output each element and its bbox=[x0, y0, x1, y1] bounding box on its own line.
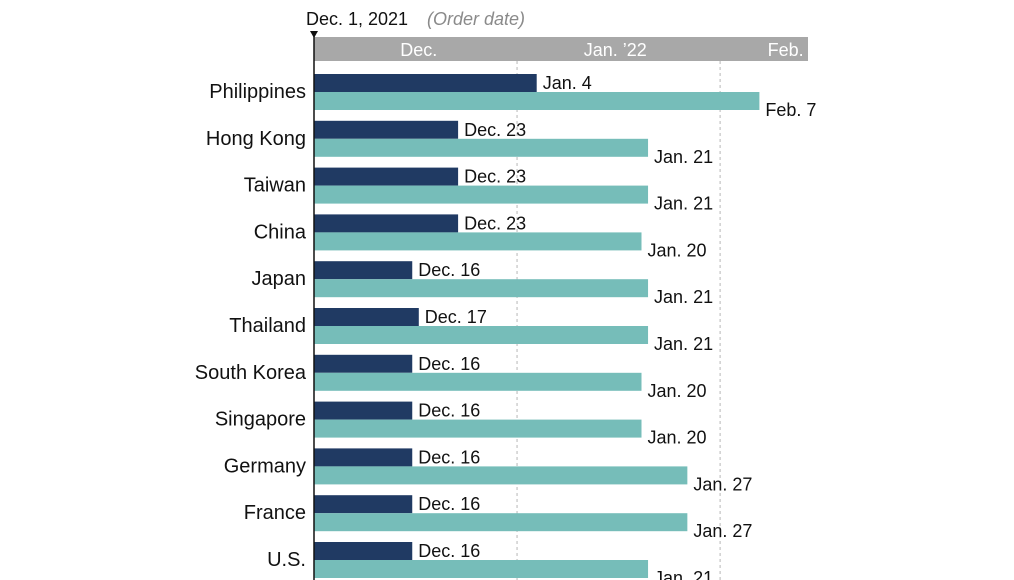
second-date-label: Jan. 20 bbox=[648, 381, 707, 401]
country-row: South Korea Dec. 16 Jan. 20 bbox=[195, 354, 707, 401]
first-date-label: Dec. 16 bbox=[418, 260, 480, 280]
origin-marker: Dec. 1, 2021 (Order date) bbox=[306, 9, 525, 38]
second-date-bar bbox=[314, 138, 649, 157]
month-label: Dec. bbox=[400, 40, 437, 60]
country-label: Singapore bbox=[215, 409, 306, 431]
country-label: South Korea bbox=[195, 362, 307, 384]
second-date-label: Feb. 7 bbox=[765, 100, 816, 120]
first-date-bar bbox=[314, 261, 413, 280]
country-label: France bbox=[244, 502, 306, 524]
country-row: Philippines Jan. 4 Feb. 7 bbox=[209, 73, 816, 120]
second-date-label: Jan. 27 bbox=[693, 521, 752, 541]
first-date-label: Jan. 4 bbox=[543, 73, 592, 93]
month-label: Feb. bbox=[768, 40, 804, 60]
second-date-label: Jan. 21 bbox=[654, 334, 713, 354]
country-row: Thailand Dec. 17 Jan. 21 bbox=[229, 307, 713, 354]
country-label: Philippines bbox=[209, 81, 306, 103]
second-date-bar bbox=[314, 372, 642, 391]
first-date-label: Dec. 16 bbox=[418, 354, 480, 374]
first-date-label: Dec. 16 bbox=[418, 541, 480, 561]
country-row: Singapore Dec. 16 Jan. 20 bbox=[215, 401, 707, 448]
second-date-label: Jan. 27 bbox=[693, 474, 752, 494]
second-date-bar bbox=[314, 185, 649, 204]
first-date-bar bbox=[314, 495, 413, 514]
country-row: France Dec. 16 Jan. 27 bbox=[244, 494, 753, 541]
country-label: Taiwan bbox=[244, 175, 306, 197]
first-date-bar bbox=[314, 214, 459, 233]
bars: Philippines Jan. 4 Feb. 7 Hong Kong Dec. 23 J… bbox=[195, 73, 817, 580]
first-date-bar bbox=[314, 448, 413, 467]
origin-note-label: (Order date) bbox=[427, 9, 525, 29]
second-date-bar bbox=[314, 326, 649, 344]
second-date-bar bbox=[314, 419, 642, 438]
first-date-bar bbox=[314, 542, 413, 560]
second-date-label: Jan. 21 bbox=[654, 287, 713, 307]
first-date-label: Dec. 16 bbox=[418, 494, 480, 514]
country-row: U.S. Dec. 16 Jan. 21 bbox=[267, 541, 713, 580]
second-date-label: Jan. 21 bbox=[654, 147, 713, 167]
country-row: Taiwan Dec. 23 Jan. 21 bbox=[244, 167, 713, 214]
first-date-bar bbox=[314, 308, 419, 326]
second-date-bar bbox=[314, 466, 688, 485]
second-date-bar bbox=[314, 560, 649, 578]
month-axis-header bbox=[314, 37, 808, 61]
month-label: Jan. ’22 bbox=[584, 40, 647, 60]
second-date-bar bbox=[314, 92, 760, 110]
first-date-bar bbox=[314, 354, 413, 373]
first-date-bar bbox=[314, 167, 459, 186]
first-date-bar bbox=[314, 401, 413, 420]
first-date-label: Dec. 16 bbox=[418, 401, 480, 421]
second-date-label: Jan. 21 bbox=[654, 568, 713, 580]
country-row: Japan Dec. 16 Jan. 21 bbox=[252, 260, 714, 307]
first-date-label: Dec. 17 bbox=[425, 307, 487, 327]
country-label: China bbox=[254, 221, 307, 243]
second-date-bar bbox=[314, 513, 688, 532]
first-date-label: Dec. 23 bbox=[464, 167, 526, 187]
country-label: Hong Kong bbox=[206, 128, 306, 150]
country-label: Germany bbox=[224, 455, 306, 477]
month-axis-labels: Dec. Jan. ’22 Feb. bbox=[400, 40, 803, 60]
country-row: China Dec. 23 Jan. 20 bbox=[254, 213, 707, 260]
second-date-label: Jan. 21 bbox=[654, 194, 713, 214]
second-date-label: Jan. 20 bbox=[648, 428, 707, 448]
first-date-label: Dec. 16 bbox=[418, 447, 480, 467]
first-date-bar bbox=[314, 120, 459, 139]
second-date-bar bbox=[314, 279, 649, 298]
second-date-label: Jan. 20 bbox=[648, 240, 707, 260]
origin-date-label: Dec. 1, 2021 bbox=[306, 9, 408, 29]
country-label: U.S. bbox=[267, 549, 306, 571]
country-label: Japan bbox=[252, 268, 307, 290]
country-row: Hong Kong Dec. 23 Jan. 21 bbox=[206, 120, 713, 167]
first-date-label: Dec. 23 bbox=[464, 120, 526, 140]
second-date-bar bbox=[314, 232, 642, 251]
first-date-bar bbox=[314, 74, 537, 92]
first-date-label: Dec. 23 bbox=[464, 213, 526, 233]
country-label: Thailand bbox=[229, 315, 306, 337]
country-row: Germany Dec. 16 Jan. 27 bbox=[224, 447, 753, 494]
